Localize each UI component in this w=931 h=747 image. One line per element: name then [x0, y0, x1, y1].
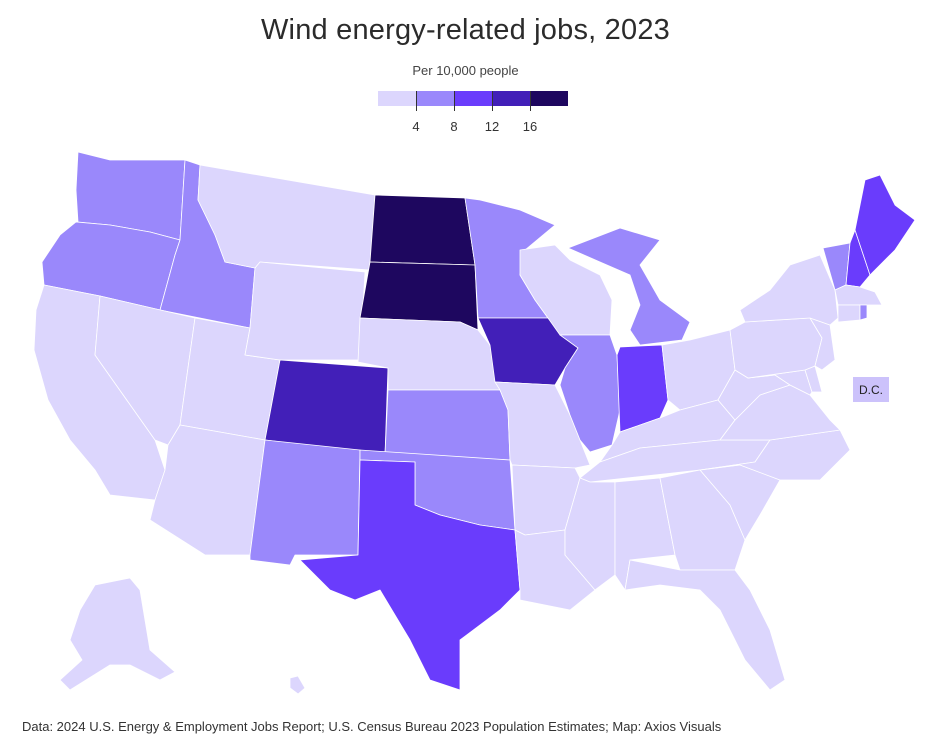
state-ny[interactable] [739, 254, 839, 326]
legend-tick [454, 91, 455, 111]
legend-tick [530, 91, 531, 111]
legend-bin-0 [378, 91, 416, 106]
state-ri[interactable] [859, 304, 868, 321]
state-fl[interactable] [624, 559, 786, 691]
legend-tick-label: 16 [522, 119, 538, 134]
color-legend: 4 8 12 16 [378, 91, 568, 134]
state-hi[interactable] [289, 675, 306, 695]
chart-title: Wind energy-related jobs, 2023 [260, 14, 670, 46]
state-wy[interactable] [244, 261, 366, 361]
legend-tick [416, 91, 417, 111]
legend-tick [492, 91, 493, 111]
us-map [0, 140, 931, 710]
state-mi[interactable] [567, 227, 691, 346]
state-nd[interactable] [369, 194, 476, 266]
dc-label[interactable]: D.C. [853, 377, 889, 402]
legend-tick-label: 8 [450, 119, 458, 134]
state-mt[interactable] [197, 164, 376, 271]
state-ak[interactable] [59, 577, 176, 691]
state-ks[interactable] [384, 389, 511, 461]
legend-tick-label: 4 [412, 119, 420, 134]
legend-bin-3 [492, 91, 530, 106]
state-ms[interactable] [564, 477, 616, 591]
state-co[interactable] [264, 359, 389, 456]
legend-bin-1 [416, 91, 454, 106]
state-nh[interactable] [845, 229, 871, 288]
state-nm[interactable] [249, 439, 361, 566]
state-il[interactable] [559, 334, 621, 453]
state-tx[interactable] [299, 459, 521, 691]
state-ma[interactable] [834, 284, 883, 306]
legend-subtitle: Per 10,000 people [412, 63, 519, 78]
legend-bin-2 [454, 91, 492, 106]
source-note: Data: 2024 U.S. Energy & Employment Jobs… [22, 719, 722, 734]
legend-bin-4 [530, 91, 568, 106]
legend-tick-label: 12 [484, 119, 500, 134]
state-me[interactable] [854, 174, 916, 276]
state-pa[interactable] [729, 317, 823, 379]
state-ct[interactable] [837, 304, 861, 323]
